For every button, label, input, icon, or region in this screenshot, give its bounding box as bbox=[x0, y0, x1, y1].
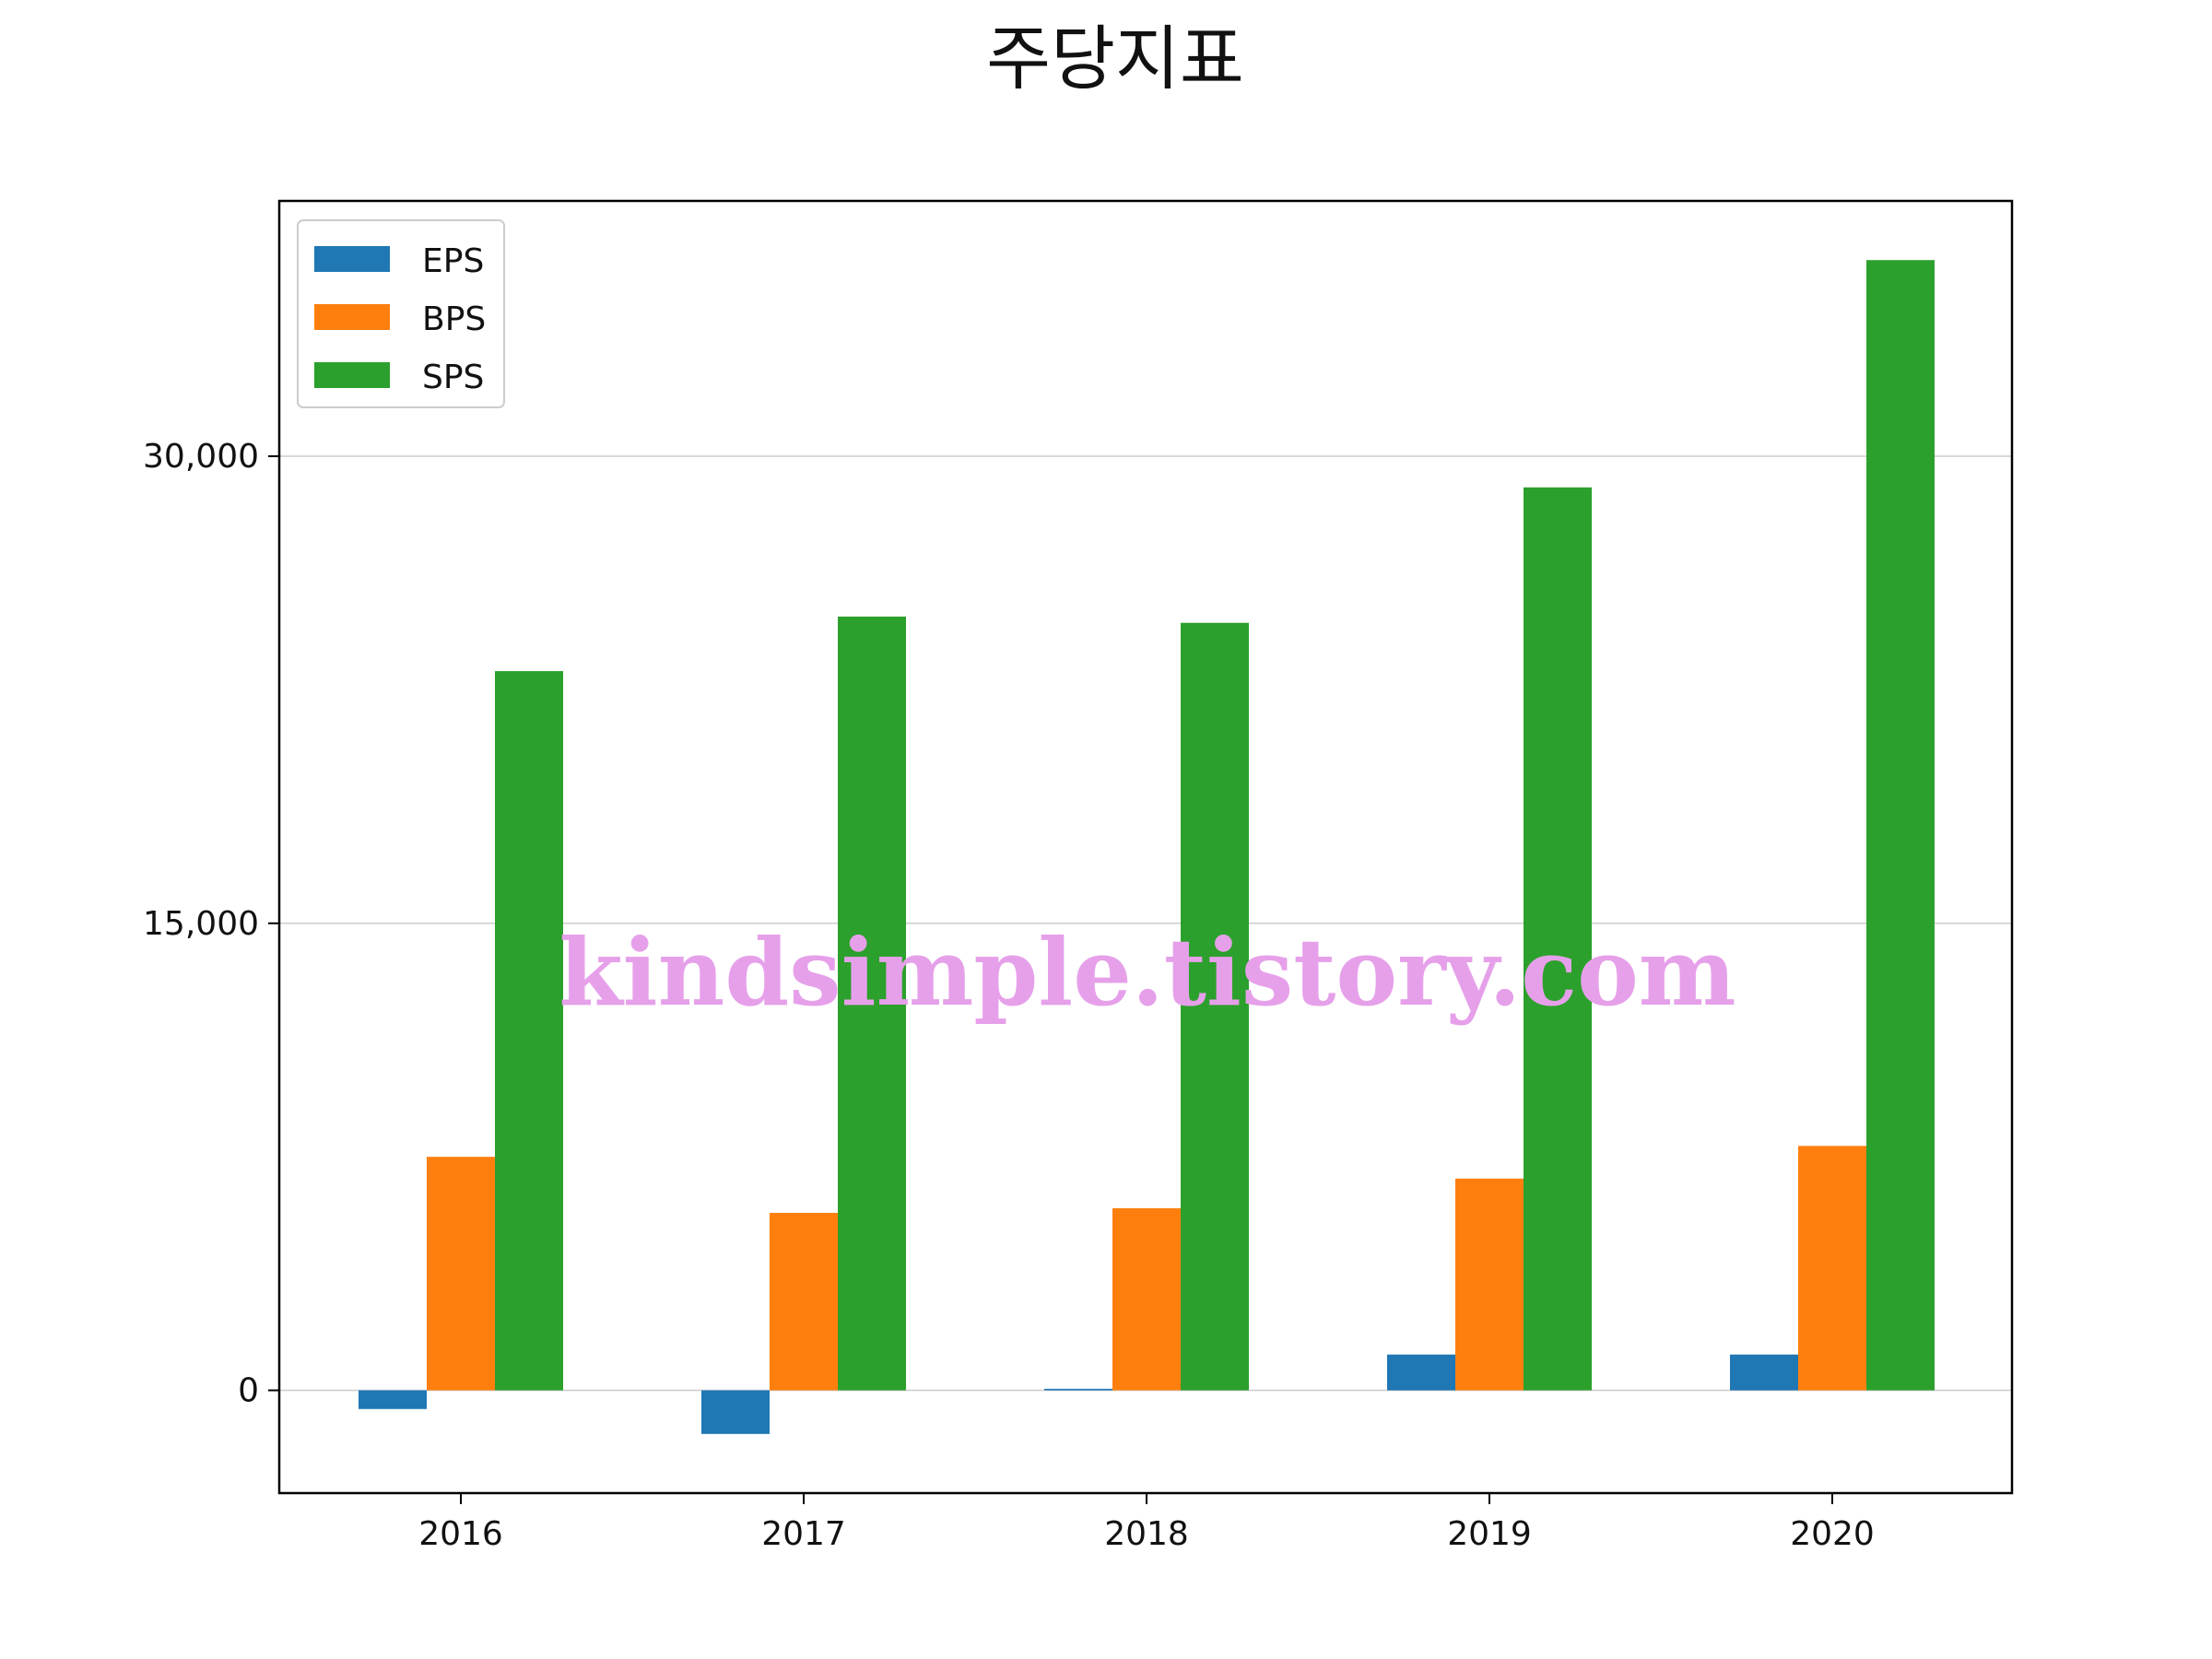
bars bbox=[359, 260, 1935, 1434]
bar-bps-2018 bbox=[1112, 1207, 1181, 1391]
legend: EPS BPS SPS bbox=[297, 219, 505, 408]
bar-eps-2020 bbox=[1730, 1354, 1798, 1391]
bar-eps-2017 bbox=[701, 1390, 770, 1434]
y-tick-label: 0 bbox=[238, 1372, 259, 1410]
bar-eps-2018 bbox=[1044, 1388, 1112, 1391]
legend-swatch-bps bbox=[314, 304, 390, 330]
legend-swatch-eps bbox=[314, 246, 390, 272]
watermark: kindsimple.tistory.com bbox=[559, 918, 1735, 1027]
x-tick-label: 2019 bbox=[1447, 1515, 1532, 1553]
legend-label-sps: SPS bbox=[422, 359, 484, 396]
legend-swatch-sps bbox=[314, 362, 390, 388]
legend-label-eps: EPS bbox=[422, 242, 484, 280]
bar-eps-2019 bbox=[1387, 1354, 1455, 1391]
y-tick-label: 15,000 bbox=[143, 905, 259, 943]
bar-sps-2018 bbox=[1181, 622, 1249, 1391]
y-tick-label: 30,000 bbox=[143, 438, 259, 476]
x-axis: 2016 2017 2018 2019 2020 bbox=[418, 1493, 1875, 1553]
chart-title: 주당지표 bbox=[986, 18, 1244, 100]
x-tick-label: 2018 bbox=[1104, 1515, 1189, 1553]
bar-bps-2016 bbox=[427, 1157, 495, 1391]
bar-sps-2020 bbox=[1866, 260, 1935, 1391]
bar-sps-2019 bbox=[1524, 487, 1592, 1391]
y-axis: 0 15,000 30,000 bbox=[143, 438, 279, 1410]
bar-eps-2016 bbox=[359, 1390, 427, 1409]
x-tick-label: 2017 bbox=[761, 1515, 846, 1553]
legend-label-bps: BPS bbox=[422, 300, 486, 338]
bar-sps-2016 bbox=[495, 671, 563, 1391]
bar-bps-2017 bbox=[770, 1212, 838, 1391]
x-tick-label: 2016 bbox=[418, 1515, 503, 1553]
bar-sps-2017 bbox=[838, 617, 906, 1391]
bar-bps-2020 bbox=[1798, 1146, 1866, 1391]
bar-bps-2019 bbox=[1455, 1178, 1524, 1391]
x-tick-label: 2020 bbox=[1790, 1515, 1875, 1553]
